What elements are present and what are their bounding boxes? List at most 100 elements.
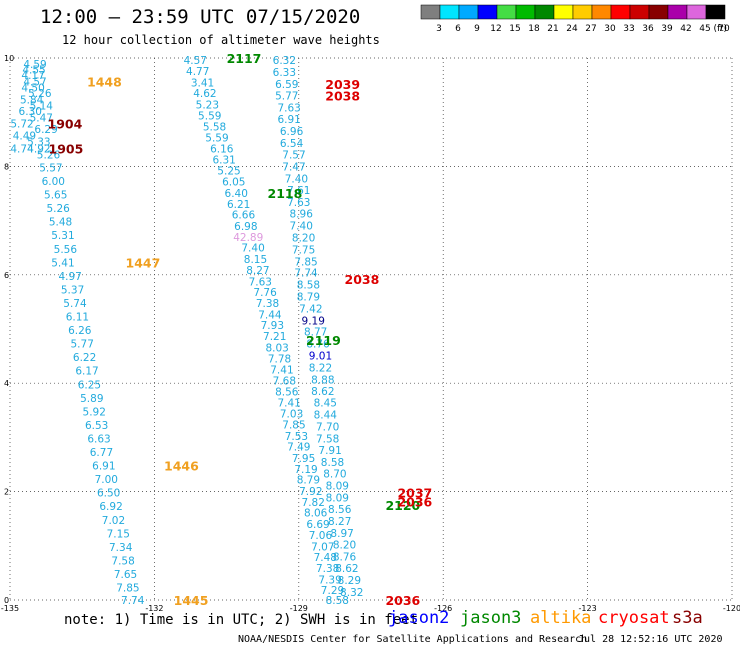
legend-label: 15 — [509, 24, 520, 34]
legend-label: 45 — [699, 24, 710, 34]
chart-subtitle: 12 hour collection of altimeter wave hei… — [62, 33, 380, 47]
swh-value-a: 7.15 — [107, 528, 130, 540]
swh-value-c: 7.63 — [277, 102, 300, 114]
swh-value-a: 6.30 — [19, 106, 42, 118]
swh-value-c: 8.20 — [333, 540, 356, 552]
swh-value-b: 8.79 — [297, 475, 320, 487]
swh-value-b: 5.59 — [198, 110, 221, 122]
time-labels: 1448 1904 1905 1447 1446 1445 2117 2118 2119 2120… — [48, 51, 433, 608]
swh-value-c: 8.62 — [311, 386, 334, 398]
swh-value-a: 4.55 — [22, 64, 45, 76]
swh-value-c: 8.76 — [306, 339, 330, 351]
swh-value-b: 7.41 — [277, 398, 300, 410]
pass-time-label: 1904 — [48, 117, 83, 132]
swh-value-a: 5.89 — [80, 393, 103, 405]
swh-value-b: 7.76 — [253, 287, 277, 299]
swh-value-a: 5.57 — [39, 162, 62, 174]
swh-value-b: 6.40 — [225, 188, 248, 200]
swh-value-c: 8.88 — [311, 374, 334, 386]
color-legend: 3 6 9 12 15 18 21 24 27 30 33 36 39 42 45 70(ft) — [420, 4, 730, 34]
legend-label: 70 — [718, 24, 730, 34]
swh-value-a: 7.58 — [111, 555, 134, 567]
swh-value-b: 7.38 — [316, 563, 339, 575]
generated-timestamp: Jul 28 12:52:16 UTC 2020 — [578, 634, 723, 645]
swh-value-b: 4.57 — [184, 55, 207, 67]
swh-value-a: 4.74 — [10, 144, 34, 156]
pass-time-label: 1445 — [174, 593, 209, 608]
pass-time-label: 2038 — [325, 88, 360, 103]
footer-note: note: 1) Time is in UTC; 2) SWH is in fe… — [64, 612, 419, 628]
swh-value-c: 7.74 — [294, 268, 318, 280]
x-tick-label: -132 — [145, 604, 163, 613]
swh-value-a: 6.77 — [90, 447, 113, 459]
legend-swatch — [534, 4, 555, 20]
pass-time-label: 1905 — [49, 142, 84, 157]
legend-swatch — [439, 4, 460, 20]
swh-value-a: 6.26 — [68, 325, 92, 337]
swh-value-b: 5.59 — [205, 133, 228, 145]
legend-label: 42 — [680, 24, 691, 34]
pass-time-label: 2036 — [397, 494, 432, 509]
swh-value-b: 5.23 — [196, 100, 219, 112]
swh-value-c: 8.70 — [323, 469, 346, 481]
swh-value-b: 4.62 — [193, 88, 216, 100]
legend-swatch — [648, 4, 669, 20]
legend-swatch — [686, 4, 707, 20]
swh-value-c: 7.47 — [282, 161, 305, 173]
swh-value-b: 5.25 — [217, 166, 240, 178]
legend-label: 3 — [436, 24, 442, 34]
x-tick-label: -123 — [579, 604, 597, 613]
swh-value-a: 5.33 — [27, 136, 50, 148]
swh-value-b: 8.27 — [246, 265, 269, 277]
x-tick-label: -126 — [434, 604, 452, 613]
swh-value-c: 8.45 — [314, 398, 337, 410]
legend-label: 21 — [547, 24, 558, 34]
swh-value-a: 6.29 — [34, 124, 57, 136]
y-tick-label: 8 — [4, 162, 9, 171]
mission-s3a: s3a — [672, 608, 703, 628]
swh-value-b: 8.06 — [304, 508, 328, 520]
swh-value-a: 5.72 — [10, 119, 33, 131]
swh-value-b: 3.41 — [191, 77, 214, 89]
swh-value-a: 6.25 — [78, 379, 101, 391]
swh-value-b: 4.77 — [186, 66, 209, 78]
swh-value-c: 7.63 — [287, 197, 310, 209]
grid-lines — [9, 57, 733, 601]
swh-value-b: 8.56 — [275, 386, 299, 398]
legend-swatch — [629, 4, 650, 20]
swh-value-a: 4.57 — [23, 76, 46, 88]
swh-value-b: 7.44 — [258, 309, 282, 321]
swh-value-b: 7.93 — [261, 320, 284, 332]
swh-value-b: 7.63 — [249, 276, 272, 288]
swh-value-a: 6.63 — [87, 433, 110, 445]
swh-value-c: 8.56 — [328, 504, 352, 516]
swh-value-b: 7.39 — [318, 574, 341, 586]
legend-swatch — [705, 4, 726, 20]
swh-value-a: 5.26 — [28, 88, 52, 100]
swh-value-c: 8.96 — [290, 209, 314, 221]
swh-value-a: 7.34 — [109, 542, 133, 554]
swh-value-b: 7.40 — [241, 243, 264, 255]
swh-value-a: 5.14 — [30, 101, 54, 113]
swh-value-b: 7.03 — [280, 409, 303, 421]
legend-swatch — [515, 4, 536, 20]
swh-value-b: 6.05 — [222, 177, 245, 189]
swh-value-a: 5.92 — [83, 406, 106, 418]
swh-value-b: 7.06 — [309, 530, 333, 542]
swh-value-b: 6.31 — [212, 154, 235, 166]
swh-value-c: 6.91 — [277, 114, 300, 126]
x-tick-label: -129 — [290, 604, 308, 613]
swh-value-b: 42.89 — [233, 232, 263, 244]
swh-value-c: 8.20 — [292, 232, 315, 244]
swh-value-c: 8.29 — [338, 575, 361, 587]
legend-unit: (ft) — [713, 24, 727, 34]
swh-value-a: 6.50 — [97, 488, 120, 500]
swh-value-b: 6.21 — [227, 199, 250, 211]
swh-value-c: 8.76 — [333, 552, 357, 564]
pass-time-label: 2039 — [325, 77, 360, 92]
legend-label: 18 — [528, 24, 540, 34]
swh-value-b: 7.21 — [263, 331, 286, 343]
swh-value-c: 8.62 — [335, 563, 358, 575]
